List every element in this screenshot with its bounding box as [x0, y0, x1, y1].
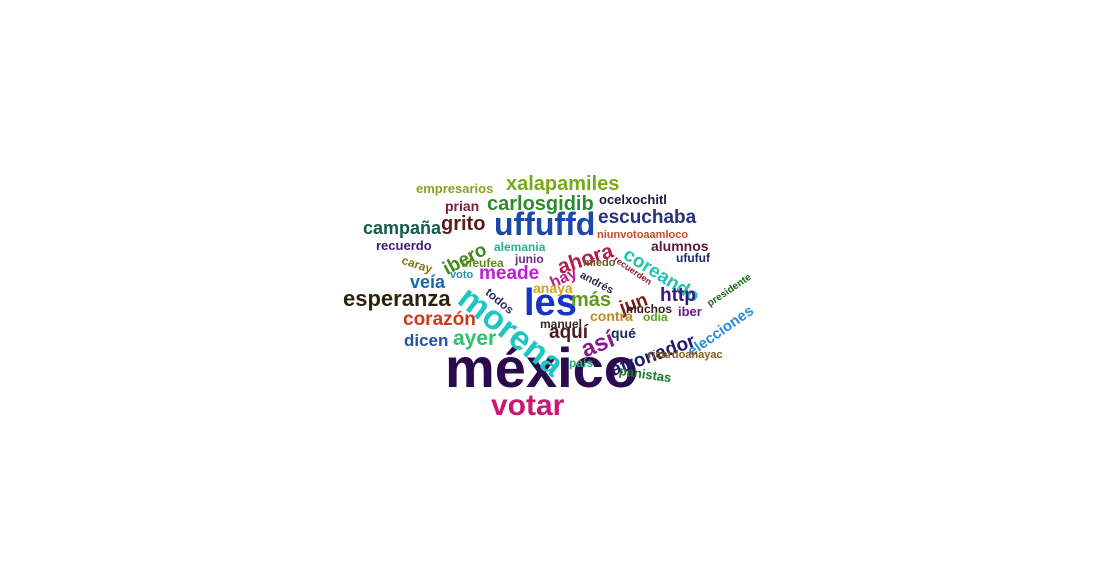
- word-caray: caray: [399, 253, 435, 277]
- word-empresarios: empresarios: [416, 181, 494, 196]
- word-pais: país: [569, 356, 594, 370]
- word-miedo: miedo: [583, 257, 616, 269]
- word-veia: veía: [410, 272, 446, 292]
- word-dicen: dicen: [404, 331, 449, 350]
- word-que: qué: [611, 325, 636, 341]
- word-votar: votar: [491, 389, 565, 422]
- word-les: les: [524, 282, 577, 324]
- word-ricardoanayac: ricardoanayac: [648, 349, 723, 361]
- word-iber: iber: [678, 304, 702, 319]
- word-escuchaba: escuchaba: [598, 207, 697, 228]
- word-mas: más: [571, 289, 612, 311]
- word-grito: grito: [441, 213, 486, 235]
- word-mexico: méxico: [445, 336, 638, 399]
- word-odia: odia: [643, 310, 668, 324]
- word-anaya: anaya: [533, 280, 573, 296]
- word-meade: meade: [479, 263, 540, 284]
- word-ufeufea: ufeufea: [461, 256, 504, 270]
- word-contra: contra: [590, 308, 633, 324]
- word-muchos: muchos: [626, 302, 673, 316]
- word-recuerdo: recuerdo: [376, 238, 432, 253]
- word-esperanza: esperanza: [343, 286, 451, 311]
- word-niunvotoaamloco: niunvotoaamloco: [597, 229, 689, 241]
- word-voto: voto: [450, 269, 474, 281]
- word-aqui: aquí: [549, 322, 589, 343]
- word-alemania: alemania: [494, 240, 546, 254]
- word-campana: campaña: [363, 218, 442, 238]
- word-http: http: [660, 285, 696, 306]
- word-prian: prian: [445, 198, 480, 214]
- word-ocelxochitl: ocelxochitl: [599, 192, 667, 207]
- word-junio: junio: [515, 252, 544, 266]
- word-alumnos: alumnos: [651, 238, 709, 254]
- word-carlosgidib: carlosgidib: [487, 193, 594, 215]
- word-corazon: corazón: [403, 309, 476, 330]
- word-ayer: ayer: [453, 327, 497, 350]
- word-ufufuf: ufufuf: [676, 251, 710, 265]
- word-manuel: manuel: [540, 317, 583, 331]
- word-uffuffd: uffuffd: [494, 206, 596, 242]
- word-xalapamiles: xalapamiles: [506, 173, 620, 195]
